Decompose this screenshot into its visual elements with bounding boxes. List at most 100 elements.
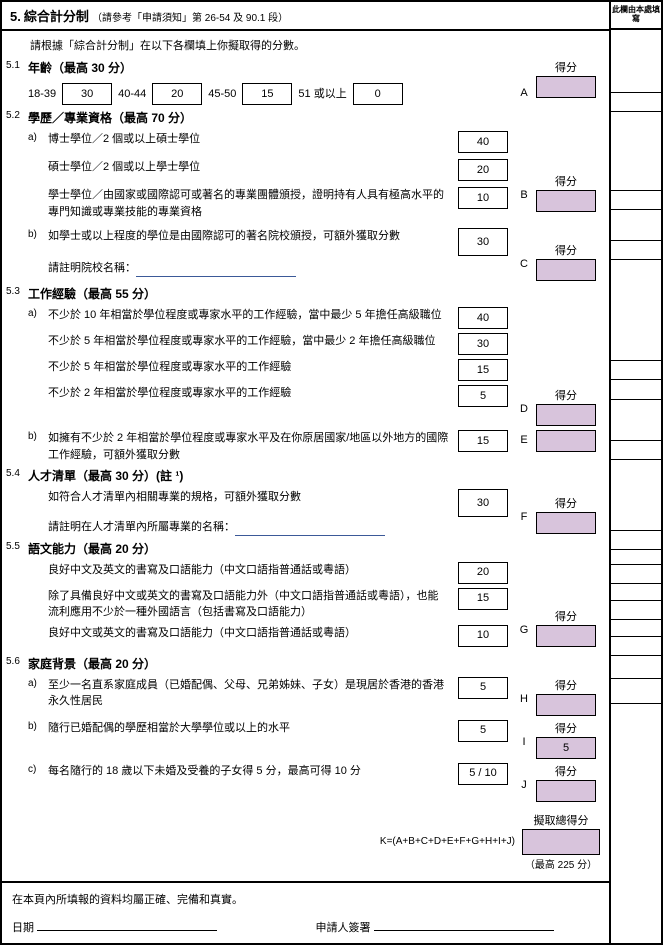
q-num-5-5: 5.5 [6,540,28,552]
age-opt-box[interactable]: 30 [62,83,112,105]
exp-opt-box[interactable]: 15 [458,359,508,381]
score-input-total[interactable] [522,829,600,855]
score-label: 得分 [555,59,577,75]
talent-name-input[interactable] [235,522,385,536]
lang-opt-box[interactable]: 20 [458,562,508,584]
score-input-c[interactable] [536,259,596,281]
sub-b: b) [28,228,48,240]
official-cell-h [611,564,661,584]
exp-opt-text: 不少於 2 年相當於學位程度或專家水平的工作經驗 [48,385,453,402]
score-letter: D [517,307,531,415]
sub-c: c) [28,763,48,775]
side-column [611,30,661,704]
edu-opt-box[interactable]: 20 [458,159,508,181]
age-opt-label: 51 或以上 [298,86,346,103]
lang-opt-text: 良好中文或英文的書寫及口語能力（中文口語指普通話或粵語） [48,625,453,642]
age-opt-box[interactable]: 20 [152,83,202,105]
score-label: 得分 [555,242,577,258]
q-title-5-1: 年齡（最高 30 分） [28,59,513,77]
age-opt-label: 45-50 [208,86,236,103]
official-cell-g [611,530,661,550]
edu-opt-box[interactable]: 10 [458,187,508,209]
official-cell-e [611,380,661,400]
edu-b-text: 如學士或以上程度的學位是由國際認可的著名院校頒授，可額外獲取分數 [48,228,453,245]
edu-b-box[interactable]: 30 [458,228,508,256]
lang-opt-text: 良好中文及英文的書寫及口語能力（中文口語指普通話或粵語） [48,562,453,579]
fam-b-box[interactable]: 5 [458,720,508,742]
score-input-b[interactable] [536,190,596,212]
intro-text: 請根據「綜合計分制」在以下各欄填上你擬取得的分數。 [6,37,601,53]
fam-a-box[interactable]: 5 [458,677,508,699]
score-input-i[interactable]: 5 [536,737,596,759]
q-num-5-2: 5.2 [6,109,28,121]
age-opt-box[interactable]: 0 [353,83,403,105]
exp-b-text: 如擁有不少於 2 年相當於學位程度或專家水平及在你原居國家/地區以外地方的國際工… [48,430,453,463]
q-num-5-3: 5.3 [6,285,28,297]
score-label: 得分 [555,608,577,624]
age-opt-box[interactable]: 15 [242,83,292,105]
q-num-5-1: 5.1 [6,59,28,71]
lang-opt-box[interactable]: 15 [458,588,508,610]
official-cell-c [611,240,661,260]
score-input-j[interactable] [536,780,596,802]
edu-opt-box[interactable]: 40 [458,131,508,153]
section-header: 5. 綜合計分制 （請參考「申請須知」第 26-54 及 90.1 段） [2,2,609,31]
q-title-5-3: 工作經驗（最高 55 分） [28,285,517,303]
score-letter: E [517,430,531,446]
q-num-5-6: 5.6 [6,655,28,667]
fam-c-text: 每名隨行的 18 歲以下未婚及受養的子女得 5 分，最高可得 10 分 [48,763,453,780]
score-label: 得分 [555,763,577,779]
score-label: 得分 [555,677,577,693]
score-letter: G [517,562,531,636]
score-letter: A [517,59,531,99]
sign-label: 申請人簽署 [316,922,371,934]
section-number: 5. [10,9,21,24]
sign-input[interactable] [374,917,554,931]
official-cell-j [611,636,661,656]
school-note: 請註明院校名稱： [48,262,136,274]
lang-opt-box[interactable]: 10 [458,625,508,647]
exp-b-box[interactable]: 15 [458,430,508,452]
exp-opt-text: 不少於 5 年相當於學位程度或專家水平的工作經驗，當中最少 2 年擔任高級職位 [48,333,453,350]
q-num-5-4: 5.4 [6,467,28,479]
score-letter: J [517,763,531,791]
total-label: 擬取總得分 [534,812,589,828]
score-label: 得分 [555,387,577,403]
edu-opt-text: 學士學位／由國家或國際認可或著名的專業團體頒授，證明持有人具有極高水平的專門知識… [48,187,453,220]
score-input-e[interactable] [536,430,596,452]
exp-opt-text: 不少於 5 年相當於學位程度或專家水平的工作經驗 [48,359,453,376]
fam-b-text: 隨行已婚配偶的學歷相當於大學學位或以上的水平 [48,720,453,737]
sub-b: b) [28,430,48,442]
score-input-a[interactable] [536,76,596,98]
fam-c-box[interactable]: 5 / 10 [458,763,508,785]
score-input-d[interactable] [536,404,596,426]
score-letter: H [517,677,531,705]
declaration: 在本頁內所填報的資料均屬正確、完備和真實。 [12,891,599,907]
exp-opt-box[interactable]: 40 [458,307,508,329]
score-input-h[interactable] [536,694,596,716]
date-input[interactable] [37,917,217,931]
talent-box[interactable]: 30 [458,489,508,517]
score-letter: C [517,228,531,270]
exp-opt-box[interactable]: 30 [458,333,508,355]
score-label: 得分 [555,720,577,736]
sub-b: b) [28,720,48,732]
official-cell-d [611,360,661,380]
q-title-5-2: 學歷／專業資格（最高 70 分） [28,109,517,127]
edu-opt-text: 博士學位／2 個或以上碩士學位 [48,131,453,148]
sub-a: a) [28,677,48,689]
total-formula: K=(A+B+C+D+E+F+G+H+I+J) [6,836,521,847]
score-input-f[interactable] [536,512,596,534]
official-cell-b [611,190,661,210]
side-header: 此欄由本處填寫 [611,2,661,30]
age-opt-label: 40-44 [118,86,146,103]
school-name-input[interactable] [136,263,296,277]
q-title-5-5: 語文能力（最高 20 分） [28,540,517,558]
fam-a-text: 至少一名直系家庭成員（已婚配偶、父母、兄弟姊妹、子女）是現居於香港的香港永久性居… [48,677,453,710]
score-input-g[interactable] [536,625,596,647]
score-label: 得分 [555,495,577,511]
talent-text: 如符合人才清單內相關專業的規格，可額外獲取分數 [48,489,453,506]
exp-opt-box[interactable]: 5 [458,385,508,407]
lang-opt-text: 除了具備良好中文或英文的書寫及口語能力外（中文口語指普通話或粵語），也能流利應用… [48,588,453,621]
sub-a: a) [28,307,48,319]
